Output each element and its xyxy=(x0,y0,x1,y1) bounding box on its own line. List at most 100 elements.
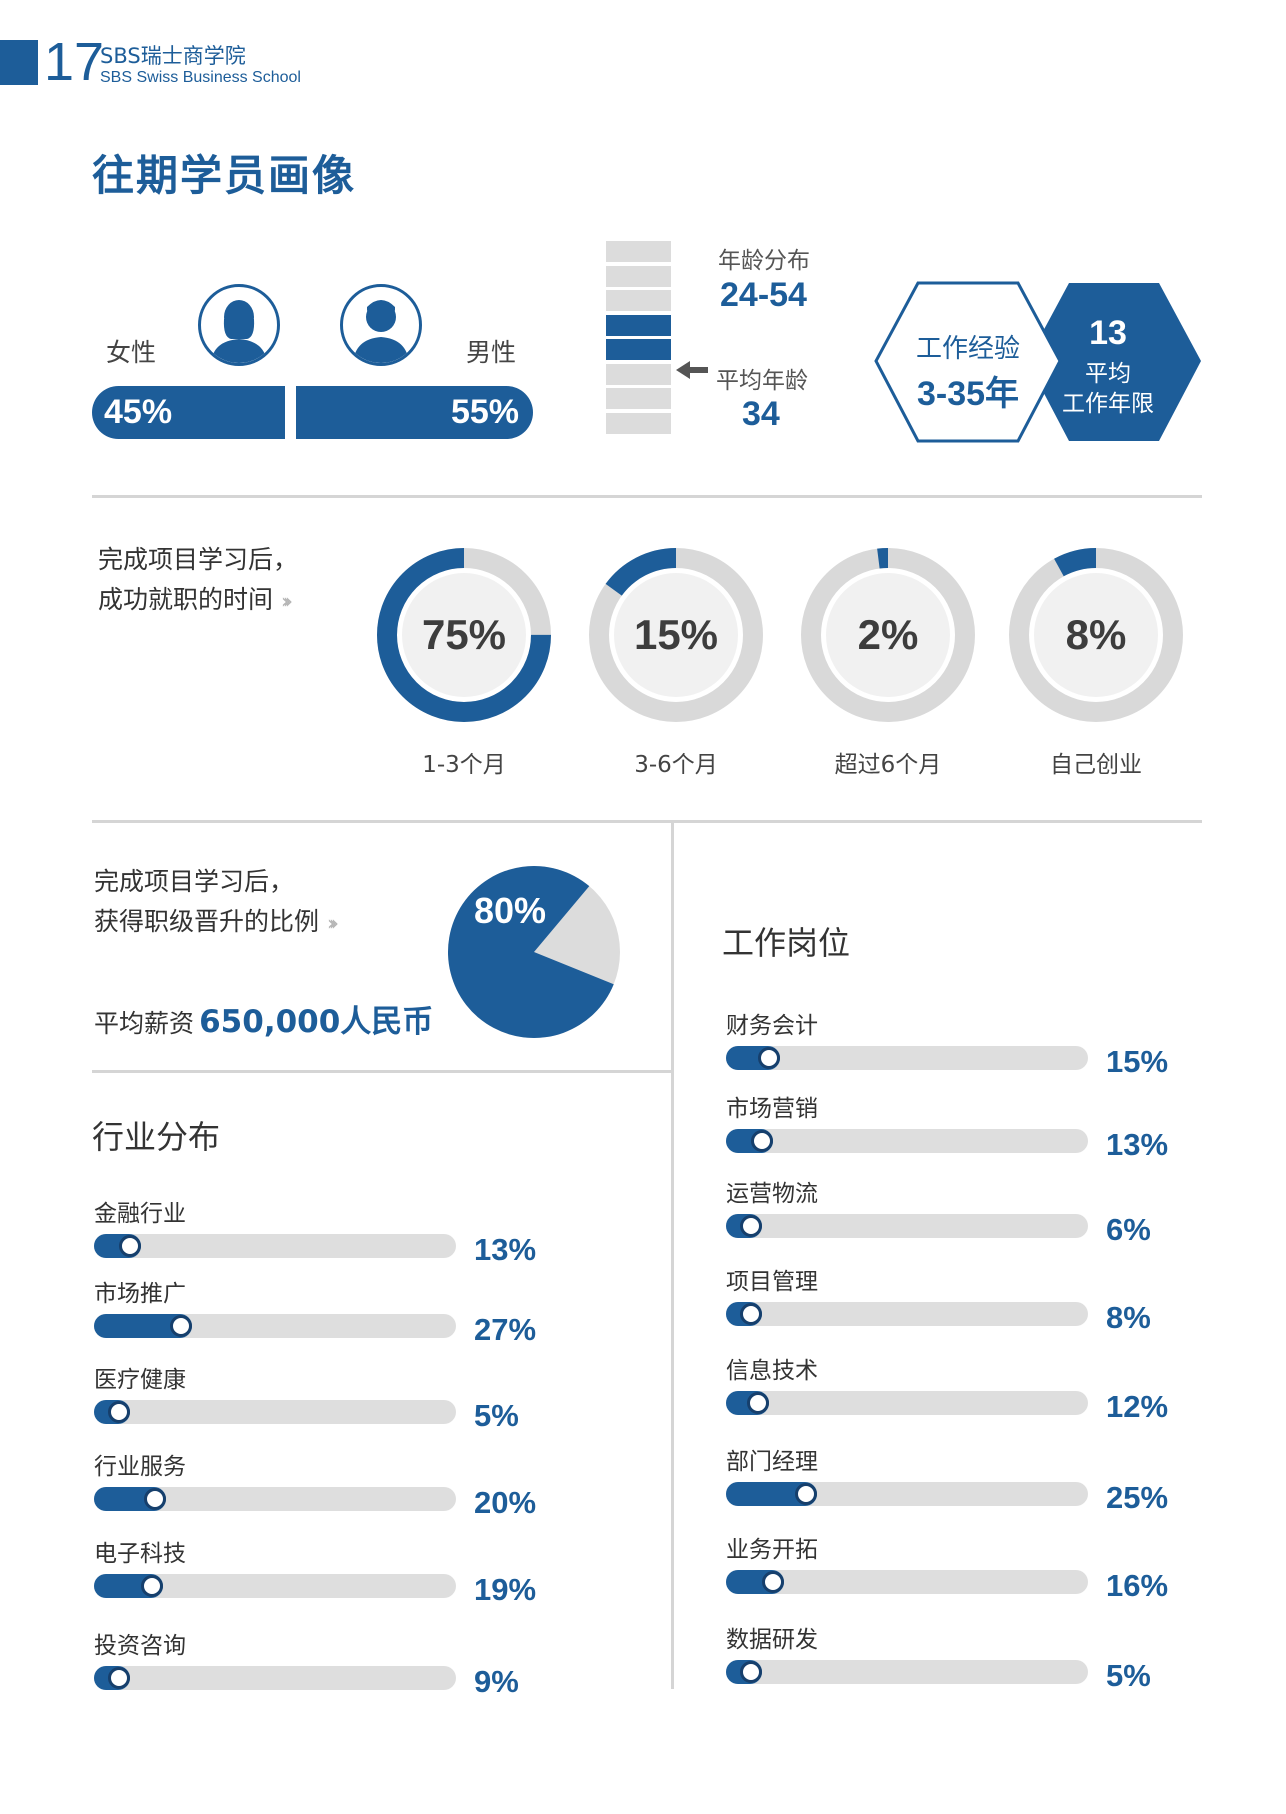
donut-arc xyxy=(377,548,551,722)
page-number: 17 xyxy=(44,32,105,92)
donut-center xyxy=(614,573,738,697)
chevrons-right-icon: ››› xyxy=(326,911,339,935)
bar-track xyxy=(94,1314,456,1338)
bar-knob xyxy=(740,1303,762,1325)
donut-chart: 15% xyxy=(586,545,766,725)
age-cell-highlighted xyxy=(606,314,671,336)
bar-track xyxy=(726,1302,1088,1326)
bar-value: 20% xyxy=(474,1485,537,1520)
donut-chart: 75% xyxy=(374,545,554,725)
employment-intro-line2: 成功就职的时间 ››› xyxy=(98,580,293,621)
donut-chart: 2% xyxy=(798,545,978,725)
age-cell xyxy=(606,363,671,385)
bar-label: 数据研发 xyxy=(726,1627,818,1653)
donut-center xyxy=(826,573,950,697)
bar-knob xyxy=(108,1667,130,1689)
bar-value: 13% xyxy=(1106,1127,1169,1162)
promotion-intro-line2: 获得职级晋升的比例 ››› xyxy=(94,902,339,943)
bar-label: 业务开拓 xyxy=(726,1537,818,1563)
bar-knob xyxy=(740,1215,762,1237)
arrow-left-icon xyxy=(676,361,708,379)
male-label: 男性 xyxy=(466,338,517,367)
employment-intro-text: 成功就职的时间 xyxy=(98,585,274,614)
bar-track xyxy=(94,1574,456,1598)
school-name-en: SBS Swiss Business School xyxy=(100,69,301,86)
female-share-bar: 45% xyxy=(92,386,285,439)
bar-track xyxy=(726,1214,1088,1238)
bar-knob xyxy=(144,1488,167,1510)
age-cell xyxy=(606,412,671,434)
donut-label: 3-6个月 xyxy=(634,752,718,778)
age-cell xyxy=(606,265,671,287)
bar-label: 市场推广 xyxy=(94,1281,186,1307)
school-name-cn: SBS瑞士商学院 xyxy=(100,44,246,68)
bar-track xyxy=(94,1666,456,1690)
bar-track xyxy=(94,1400,456,1424)
bar-label: 金融行业 xyxy=(94,1201,186,1227)
industry-title: 行业分布 xyxy=(92,1118,221,1156)
bar-value: 12% xyxy=(1106,1389,1169,1424)
donut-percent: 8% xyxy=(1065,611,1127,658)
experience-range: 3-35年 xyxy=(916,375,1020,413)
age-cell-highlighted xyxy=(606,339,671,360)
bar-value: 9% xyxy=(474,1664,519,1699)
bar-label: 市场营销 xyxy=(726,1096,818,1122)
employment-intro-line1: 完成项目学习后， xyxy=(98,545,299,574)
salary-value: 650,000人民币 xyxy=(199,1004,434,1040)
bar-knob xyxy=(108,1401,130,1423)
age-cell xyxy=(606,241,671,262)
donut-center xyxy=(1034,573,1158,697)
experience-label: 工作经验 xyxy=(915,334,1020,364)
bar-knob xyxy=(740,1661,762,1683)
bar-label: 行业服务 xyxy=(94,1454,186,1480)
bar-track xyxy=(726,1046,1088,1070)
female-label: 女性 xyxy=(106,338,157,367)
avg-experience-label-2: 工作年限 xyxy=(1062,391,1154,417)
bar-knob xyxy=(758,1047,781,1069)
promotion-pct: 80% xyxy=(474,890,547,931)
age-cell xyxy=(606,290,671,311)
bar-value: 5% xyxy=(1106,1658,1151,1693)
promotion-intro-line1: 完成项目学习后， xyxy=(94,867,295,896)
section-divider xyxy=(92,495,1202,498)
bar-track xyxy=(726,1482,1088,1506)
bar-track xyxy=(726,1391,1088,1415)
female-avatar-icon xyxy=(198,284,280,366)
bar-knob xyxy=(169,1315,192,1337)
section-divider xyxy=(92,820,1202,823)
bar-track xyxy=(726,1570,1088,1594)
bar-knob xyxy=(140,1575,163,1597)
bar-track xyxy=(94,1487,456,1511)
bar-value: 25% xyxy=(1106,1480,1169,1515)
donut-label: 1-3个月 xyxy=(422,752,506,778)
bar-label: 运营物流 xyxy=(726,1181,818,1207)
bar-knob xyxy=(761,1571,784,1593)
chevrons-right-icon: ››› xyxy=(280,589,293,613)
bar-label: 投资咨询 xyxy=(94,1633,186,1659)
donut-label: 超过6个月 xyxy=(834,752,942,778)
donut-percent: 15% xyxy=(633,611,719,658)
donut-center xyxy=(402,573,526,697)
promotion-pie-chart xyxy=(448,866,620,1038)
experience-hexagons xyxy=(874,281,1201,443)
bar-value: 16% xyxy=(1106,1568,1169,1603)
bar-label: 医疗健康 xyxy=(94,1367,186,1393)
donut-chart: 8% xyxy=(1006,545,1186,725)
section-divider xyxy=(92,1070,672,1073)
bar-label: 财务会计 xyxy=(726,1013,818,1039)
bar-track xyxy=(726,1660,1088,1684)
salary-label: 平均薪资 xyxy=(94,1009,195,1038)
positions-title: 工作岗位 xyxy=(722,924,851,962)
male-avatar-icon xyxy=(340,284,422,366)
age-range-label: 年龄分布 xyxy=(718,248,810,274)
bar-knob xyxy=(119,1235,142,1257)
bar-label: 电子科技 xyxy=(94,1541,186,1567)
male-share-bar: 55% xyxy=(296,386,533,439)
promotion-intro-text: 获得职级晋升的比例 xyxy=(94,907,320,936)
donut-percent: 2% xyxy=(857,611,919,658)
pie-slice xyxy=(448,866,614,1038)
bar-knob xyxy=(747,1392,770,1414)
bar-knob xyxy=(794,1483,817,1505)
bar-value: 13% xyxy=(474,1232,537,1267)
bar-value: 15% xyxy=(1106,1044,1169,1079)
